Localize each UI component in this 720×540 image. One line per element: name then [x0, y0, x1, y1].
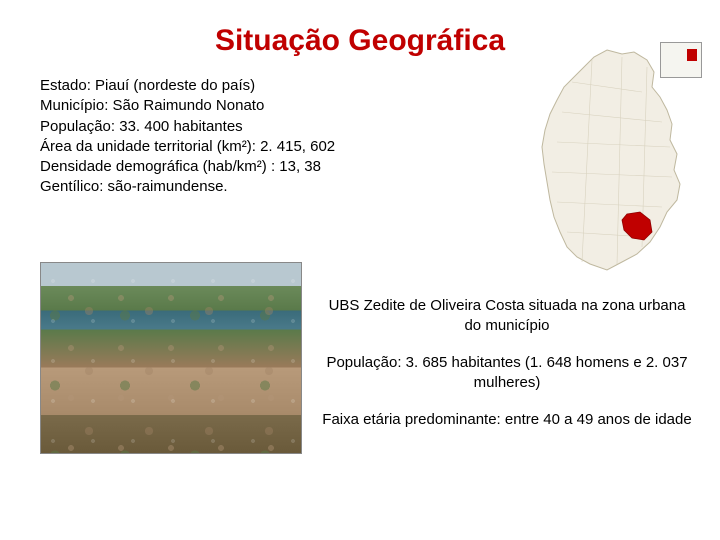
piaui-map-svg — [512, 42, 702, 282]
ubs-population: População: 3. 685 habitantes (1. 648 hom… — [320, 353, 694, 392]
city-aerial-photo — [40, 262, 302, 454]
ubs-info-block: UBS Zedite de Oliveira Costa situada na … — [320, 296, 694, 448]
state-map — [512, 42, 702, 282]
ubs-location: UBS Zedite de Oliveira Costa situada na … — [320, 296, 694, 335]
photo-texture — [41, 263, 301, 453]
ubs-age-range: Faixa etária predominante: entre 40 a 49… — [320, 410, 694, 430]
